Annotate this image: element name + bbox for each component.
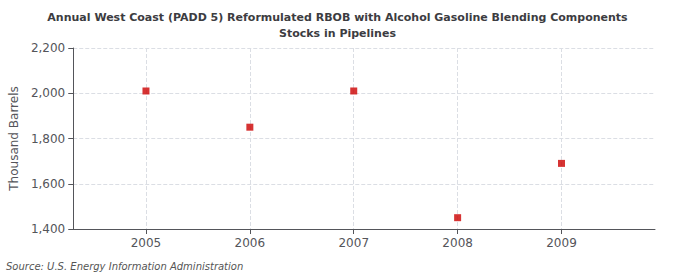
svg-text:Annual West Coast (PADD 5) Ref: Annual West Coast (PADD 5) Reformulated … bbox=[47, 11, 628, 24]
svg-text:1,600: 1,600 bbox=[31, 177, 65, 191]
svg-text:2006: 2006 bbox=[235, 236, 266, 250]
svg-text:2009: 2009 bbox=[546, 236, 577, 250]
svg-text:1,800: 1,800 bbox=[31, 132, 65, 146]
svg-text:Thousand Barrels: Thousand Barrels bbox=[7, 86, 21, 191]
svg-text:Source: U.S. Energy Informatio: Source: U.S. Energy Information Administ… bbox=[6, 261, 243, 272]
svg-text:2,000: 2,000 bbox=[31, 86, 65, 100]
svg-text:2005: 2005 bbox=[131, 236, 162, 250]
svg-text:Stocks in Pipelines: Stocks in Pipelines bbox=[279, 27, 396, 40]
svg-text:2,200: 2,200 bbox=[31, 41, 65, 55]
svg-text:2007: 2007 bbox=[338, 236, 369, 250]
svg-text:1,400: 1,400 bbox=[31, 222, 65, 236]
svg-text:2008: 2008 bbox=[442, 236, 473, 250]
